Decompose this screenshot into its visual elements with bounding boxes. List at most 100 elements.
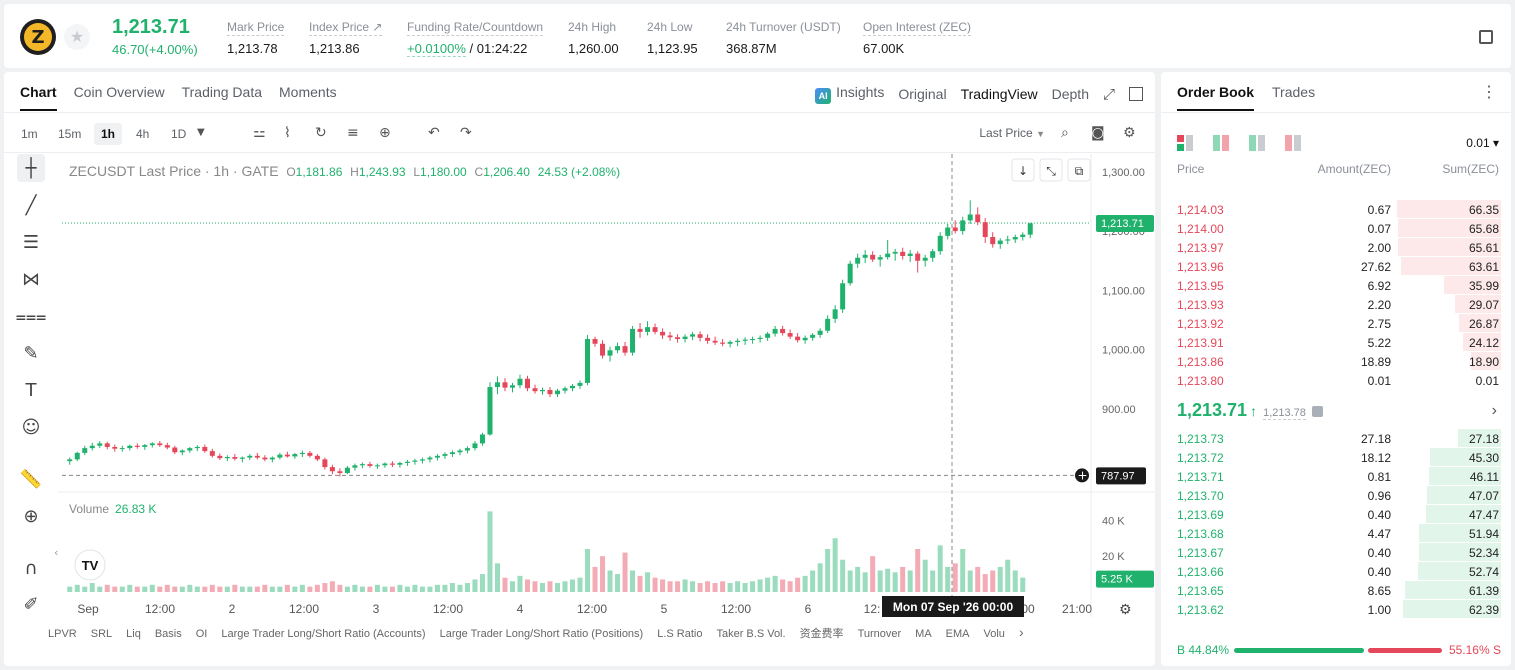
ruler-icon[interactable]: 📏 <box>19 468 43 490</box>
orderbook-ratio-view-icon[interactable] <box>1213 135 1229 151</box>
chevron-right-icon[interactable]: › <box>1491 402 1497 419</box>
add-alert-plus-icon[interactable]: + <box>1078 468 1088 482</box>
view-original[interactable]: Original <box>898 86 947 102</box>
view-insights[interactable]: AI Insights <box>815 84 884 104</box>
price-step-select[interactable]: 0.01 ▾ <box>1466 136 1499 150</box>
undo-icon[interactable]: ↶ <box>428 125 440 141</box>
templates-icon[interactable]: ≡ <box>347 125 359 141</box>
pencil-lock-icon[interactable]: ✐ <box>23 593 39 615</box>
volume-bar <box>892 572 898 592</box>
magnet-icon[interactable]: ∩ <box>24 557 38 579</box>
search-icon[interactable]: ⌕ <box>1061 125 1069 141</box>
bid-row[interactable]: 1,213.73 27.18 27.18 <box>1161 429 1511 448</box>
camera-icon[interactable]: ◙ <box>1091 125 1105 141</box>
price-source-select[interactable]: Last Price ▼ <box>979 126 1045 140</box>
bid-row[interactable]: 1,213.67 0.40 52.34 <box>1161 543 1511 562</box>
view-tradingview[interactable]: TradingView <box>960 86 1038 102</box>
ask-row[interactable]: 1,214.00 0.07 65.68 <box>1161 219 1511 238</box>
ask-row[interactable]: 1,213.91 5.22 24.12 <box>1161 333 1511 352</box>
funding-rate-value[interactable]: +0.0100% <box>407 41 466 57</box>
indicator-9[interactable]: 资金费率 <box>799 628 844 640</box>
orderbook-bids-view-icon[interactable] <box>1249 135 1265 151</box>
timeframe-1d[interactable]: 1D <box>171 127 187 141</box>
bid-row[interactable]: 1,213.72 18.12 45.30 <box>1161 448 1511 467</box>
tab-trading-data[interactable]: Trading Data <box>181 84 263 100</box>
ask-row[interactable]: 1,213.96 27.62 63.61 <box>1161 257 1511 276</box>
ask-row[interactable]: 1,213.97 2.00 65.61 <box>1161 238 1511 257</box>
indicator-5[interactable]: Large Trader Long/Short Ratio (Accounts) <box>221 628 426 640</box>
ask-row[interactable]: 1,213.80 0.01 0.01 <box>1161 371 1511 390</box>
expand-icon[interactable]: ⤢ <box>1102 85 1115 103</box>
ask-row[interactable]: 1,214.03 0.67 66.35 <box>1161 200 1511 219</box>
ask-row[interactable]: 1,213.95 6.92 35.99 <box>1161 276 1511 295</box>
tab-chart[interactable]: Chart <box>20 84 57 111</box>
crosshair-icon[interactable]: ┼ <box>17 154 45 182</box>
time-axis-settings-icon[interactable]: ⚙ <box>1119 602 1132 618</box>
more-vertical-icon[interactable]: ⋮ <box>1481 84 1497 101</box>
emoji-icon[interactable]: ☺ <box>21 416 41 438</box>
indicator-11[interactable]: MA <box>915 628 932 640</box>
redo-icon[interactable]: ↷ <box>460 125 472 141</box>
pattern-icon[interactable]: ⋈ <box>22 268 40 290</box>
ask-row[interactable]: 1,213.93 2.20 29.07 <box>1161 295 1511 314</box>
tab-moments[interactable]: Moments <box>279 84 337 100</box>
timeframe-15m[interactable]: 15m <box>58 127 82 141</box>
indicator-6[interactable]: Large Trader Long/Short Ratio (Positions… <box>439 628 644 640</box>
timeframe-1m[interactable]: 1m <box>21 127 38 141</box>
book-icon[interactable] <box>1479 30 1493 44</box>
volume-bar <box>660 579 666 592</box>
tab-coin-overview[interactable]: Coin Overview <box>73 84 165 100</box>
indicator-8[interactable]: Taker B.S Vol. <box>716 628 786 640</box>
bid-row[interactable]: 1,213.66 0.40 52.74 <box>1161 562 1511 581</box>
orderbook-both-view-icon[interactable] <box>1177 135 1193 151</box>
indicator-13[interactable]: Volu <box>983 628 1005 640</box>
text-tool-icon[interactable]: T <box>25 379 37 401</box>
chevron-right-icon[interactable]: › <box>1018 624 1024 640</box>
indicator-4[interactable]: OI <box>195 628 208 640</box>
indicator-10[interactable]: Turnover <box>857 628 902 640</box>
stat-label[interactable]: Index Price ↗ <box>309 20 383 36</box>
collapse-toolbar-icon[interactable]: ‹ <box>54 546 58 559</box>
favorite-star-icon[interactable]: ★ <box>64 24 90 50</box>
trend-line-icon[interactable]: ╱ <box>25 194 37 216</box>
ask-row[interactable]: 1,213.86 18.89 18.90 <box>1161 352 1511 371</box>
view-depth[interactable]: Depth <box>1051 86 1089 102</box>
bid-row[interactable]: 1,213.69 0.40 47.47 <box>1161 505 1511 524</box>
candle-type-icon[interactable]: ⚍ <box>253 125 266 141</box>
timeframe-dropdown-icon[interactable]: ▼ <box>197 127 205 138</box>
zoom-in-icon[interactable]: ⊕ <box>23 505 39 527</box>
add-alert-icon[interactable]: ⊕ <box>379 125 391 141</box>
indicator-7[interactable]: L.S Ratio <box>657 628 703 640</box>
orderbook-asks-view-icon[interactable] <box>1285 135 1301 151</box>
brush-icon[interactable]: ✎ <box>23 342 39 364</box>
tab-order-book[interactable]: Order Book <box>1177 84 1255 111</box>
settings-gear-icon[interactable]: ⚙ <box>1123 125 1136 141</box>
bid-row[interactable]: 1,213.62 1.00 62.39 <box>1161 600 1511 619</box>
ask-row[interactable]: 1,213.92 2.75 26.87 <box>1161 314 1511 333</box>
tab-trades[interactable]: Trades <box>1272 84 1316 100</box>
fibonacci-icon[interactable]: ⩶ <box>15 305 47 327</box>
volume-bar <box>247 586 253 592</box>
timeframe-1h[interactable]: 1h <box>94 123 123 145</box>
parallel-lines-icon[interactable]: ☰ <box>22 231 40 253</box>
stat-label[interactable]: Funding Rate/Countdown <box>407 20 544 36</box>
indicator-0[interactable]: LPVR <box>48 628 77 640</box>
restore-icon[interactable]: ⧉ <box>1075 164 1084 178</box>
candlestick-chart[interactable]: 1,300.001,200.001,100.001,000.00900.0040… <box>4 72 1155 666</box>
bid-row[interactable]: 1,213.71 0.81 46.11 <box>1161 467 1511 486</box>
bid-row[interactable]: 1,213.65 8.65 61.39 <box>1161 581 1511 600</box>
timeframe-4h[interactable]: 4h <box>136 127 150 141</box>
replay-icon[interactable]: ↻ <box>315 125 327 141</box>
collapse-icon[interactable]: ⤡ <box>1046 164 1056 178</box>
bid-row[interactable]: 1,213.70 0.96 47.07 <box>1161 486 1511 505</box>
fullscreen-icon[interactable] <box>1129 87 1143 101</box>
indicator-1[interactable]: SRL <box>90 628 113 640</box>
stat-label[interactable]: Open Interest (ZEC) <box>863 20 972 36</box>
indicator-2[interactable]: Liq <box>126 628 141 640</box>
indicator-3[interactable]: Basis <box>154 628 182 640</box>
bid-row[interactable]: 1,213.68 4.47 51.94 <box>1161 524 1511 543</box>
indicator-12[interactable]: EMA <box>945 628 970 640</box>
scroll-down-icon[interactable]: ↓ <box>1018 164 1028 178</box>
indicators-icon[interactable]: ⌇ <box>284 125 291 141</box>
stat-label[interactable]: Mark Price <box>227 20 285 36</box>
